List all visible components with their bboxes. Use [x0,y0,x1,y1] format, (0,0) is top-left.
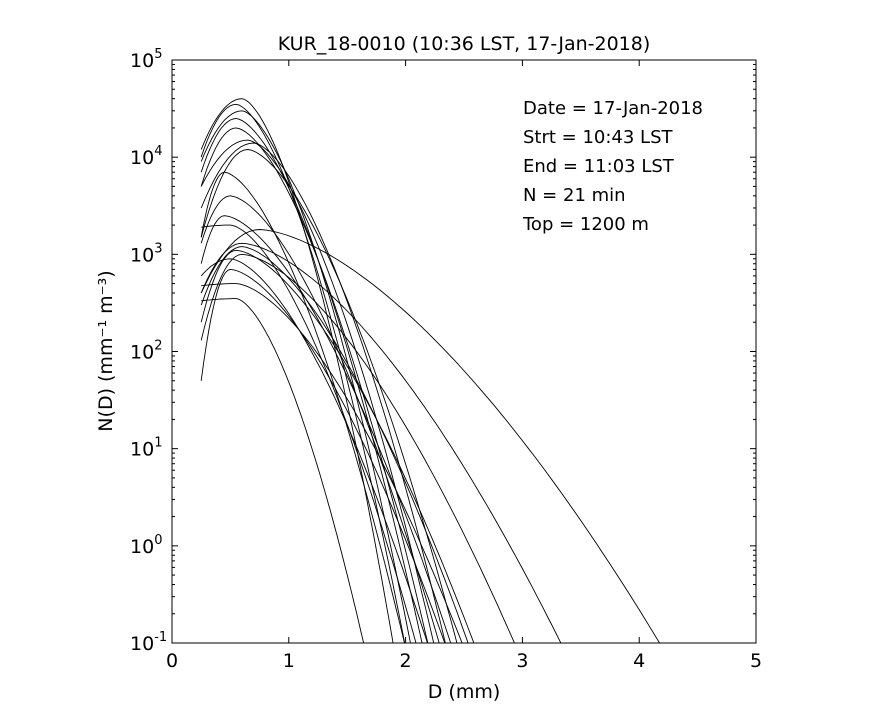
series-line [200,249,475,643]
series-line [200,139,435,643]
series-line [200,258,428,643]
series-line [200,242,562,643]
y-tick-base: 10 [130,439,154,461]
series-line [200,118,423,643]
y-tick-exponent: 5 [154,47,162,62]
x-tick-label: 1 [283,650,295,672]
annotation-line: Strt = 10:43 LST [523,127,674,148]
series-line [201,224,417,643]
y-tick-base: 10 [130,633,154,655]
y-tick-exponent: 1 [154,436,162,451]
series-line [200,253,515,643]
series-line [201,283,463,643]
annotation-line: N = 21 min [523,185,626,206]
annotation-box: Date = 17-Jan-2018 Strt = 10:43 LST End = … [522,98,703,235]
y-axis-label: N(D) (mm⁻¹ m⁻³) [95,270,117,431]
y-tick-exponent: 0 [154,533,162,548]
y-tick-base: 10 [130,147,154,169]
y-tick-label: 100 [130,533,162,558]
annotation-line: Top = 1200 m [522,214,649,235]
series-line [200,110,411,643]
x-tick-label: 3 [516,650,528,672]
series-line [200,215,452,643]
series-line [200,229,661,643]
y-tick-exponent: -1 [154,630,167,645]
y-tick-label: 102 [130,339,162,364]
y-tick-exponent: 3 [154,241,162,256]
y-tick-label: 101 [130,436,162,461]
series-line [200,268,446,643]
y-tick-label: 103 [130,241,162,266]
y-tick-label: 105 [130,47,162,72]
series-line [200,127,429,643]
y-tick-base: 10 [130,244,154,266]
x-ticks: 0 1 2 3 4 5 [166,60,762,672]
annotation-line: Date = 17-Jan-2018 [523,98,703,119]
y-tick-label: 104 [130,144,162,169]
series-group [200,98,661,643]
y-tick-base: 10 [130,342,154,364]
x-tick-label: 0 [166,650,178,672]
series-line [200,149,458,643]
series-line [200,142,446,643]
annotation-line: End = 11:03 LST [523,156,675,177]
x-tick-label: 4 [633,650,645,672]
y-tick-exponent: 4 [154,144,162,159]
series-line [200,246,469,643]
y-tick-base: 10 [130,50,154,72]
series-line [200,171,405,643]
x-tick-label: 5 [750,650,762,672]
series-line [200,195,440,643]
chart-title: KUR_18-0010 (10:36 LST, 17-Jan-2018) [278,33,651,55]
y-tick-base: 10 [130,536,154,558]
x-tick-label: 2 [400,650,412,672]
x-axis-label: D (mm) [428,681,501,703]
y-tick-exponent: 2 [154,339,162,354]
y-tick-label: 10-1 [130,630,167,655]
series-line [201,298,365,643]
